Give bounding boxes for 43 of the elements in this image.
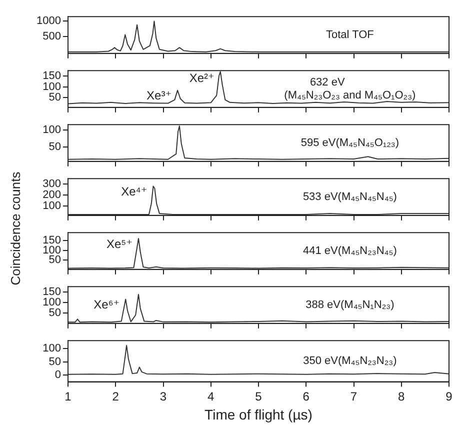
y-tick-label: 100	[42, 80, 61, 93]
annotation: 632 eV	[310, 76, 346, 89]
x-tick-label: 5	[255, 389, 262, 404]
y-tick-label: 100	[42, 124, 61, 136]
y-tick-label: 150	[42, 70, 61, 82]
x-tick-label: 3	[160, 389, 167, 404]
annotation: 533 eV(M₄₅N₄₅N₄₅)	[302, 191, 397, 204]
annotation: Xe⁴⁺	[121, 184, 148, 199]
annotation: 441 eV(M₄₅N₂₃N₄₅)	[303, 245, 397, 258]
x-tick-label: 2	[112, 389, 120, 404]
annotation: Xe⁵⁺	[106, 236, 132, 251]
annotation: Xe²⁺	[189, 70, 214, 85]
y-tick-label: 100	[42, 244, 61, 256]
y-tick-label: 1000	[36, 15, 61, 28]
x-tick-label: 7	[350, 389, 358, 404]
y-tick-label: 50	[48, 92, 61, 104]
y-tick-label: 50	[48, 254, 61, 266]
y-tick-label: 300	[42, 178, 61, 190]
x-tick-label: 4	[208, 389, 215, 404]
annotation: Total TOF	[326, 29, 374, 42]
y-tick-label: 0	[54, 369, 61, 382]
annotation: (M₄₅N₂₃O₂₃ and M₄₅O₁O₂₃)	[284, 90, 416, 102]
x-tick-label: 1	[64, 389, 72, 404]
y-tick-label: 150	[42, 234, 61, 247]
annotation: 595 eV(M₄₅N₄₅O₁₂₃)	[300, 137, 400, 150]
y-tick-label: 100	[42, 200, 61, 212]
annotation: 388 eV(M₄₅N₁N₂₃)	[306, 299, 394, 312]
y-tick-label: 200	[42, 188, 61, 201]
y-tick-label: 500	[42, 30, 61, 43]
annotation: 350 eV(M₄₅N₂₃N₂₃)	[303, 355, 397, 368]
x-tick-label: 8	[398, 389, 406, 404]
annotation: Xe³⁺	[146, 88, 172, 103]
x-tick-label: 9	[446, 389, 453, 404]
annotation: Xe⁶⁺	[94, 298, 120, 312]
x-tick-label: 6	[302, 389, 310, 404]
y-tick-label: 50	[48, 306, 61, 319]
y-tick-label: 50	[48, 141, 61, 154]
y-tick-label: 100	[42, 296, 61, 308]
y-tick-label: 50	[48, 356, 61, 368]
x-axis-title: Time of flight (µs)	[204, 406, 312, 422]
y-axis-title: Coincidence counts	[8, 171, 24, 285]
y-tick-label: 100	[42, 342, 61, 355]
y-tick-label: 150	[42, 286, 61, 298]
